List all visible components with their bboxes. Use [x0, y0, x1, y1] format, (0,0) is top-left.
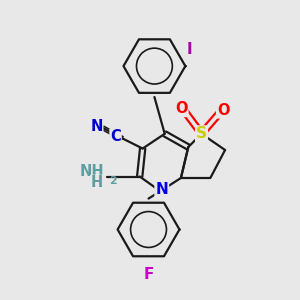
Text: NH: NH: [79, 164, 104, 179]
Text: F: F: [143, 267, 154, 282]
Text: O: O: [217, 103, 229, 118]
Text: S: S: [196, 126, 207, 141]
Text: H: H: [91, 176, 103, 190]
Text: N: N: [155, 182, 168, 197]
Text: C: C: [110, 129, 121, 144]
Text: I: I: [187, 42, 192, 57]
Text: O: O: [175, 101, 188, 116]
Text: N: N: [90, 119, 103, 134]
Text: 2: 2: [109, 176, 116, 186]
